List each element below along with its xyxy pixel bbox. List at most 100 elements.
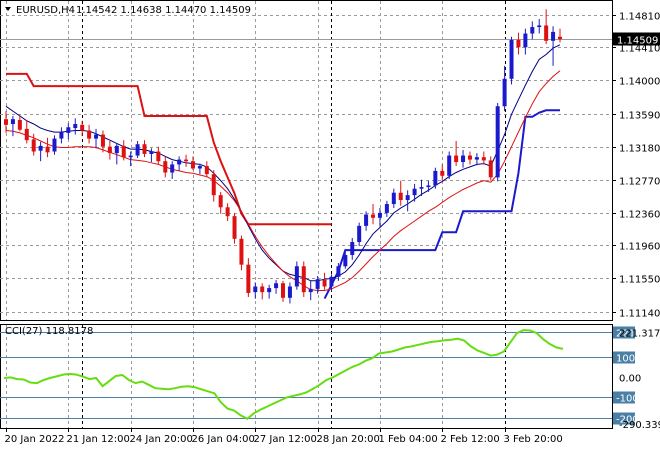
candle-body <box>218 195 223 208</box>
overlay-line-3 <box>5 70 561 291</box>
candle-body <box>253 286 258 293</box>
candle <box>149 148 154 163</box>
cci-series <box>3 329 564 420</box>
candle <box>440 164 445 181</box>
candle-body <box>433 170 438 186</box>
indicator-overlays <box>5 44 561 300</box>
candle <box>461 149 466 168</box>
candle <box>371 204 376 225</box>
candle-body <box>350 242 355 255</box>
symbol-timeframe-label: EURUSD,H4 <box>16 5 75 16</box>
cci-level-badge <box>613 412 635 425</box>
candle <box>253 282 258 299</box>
candle <box>308 280 313 301</box>
candle <box>260 283 265 300</box>
current-price-label: 1.14509 <box>617 36 658 47</box>
candle <box>246 258 251 297</box>
candle <box>558 28 562 43</box>
candle <box>544 9 549 45</box>
candle <box>204 161 209 178</box>
candle-body <box>405 195 410 201</box>
cci-level-badge <box>613 326 635 339</box>
candle-body <box>128 155 133 158</box>
price-tick-label: 1.11550 <box>619 275 660 286</box>
candle-body <box>59 132 64 139</box>
grid-layer <box>0 1 612 428</box>
time-tick-label: 1 Feb 04:00 <box>379 434 438 445</box>
candle <box>156 146 161 165</box>
candle <box>80 120 85 137</box>
candle <box>474 153 479 166</box>
candle-body <box>4 119 8 125</box>
candle-body <box>80 124 85 131</box>
candle <box>301 261 306 297</box>
candle <box>412 183 417 202</box>
candle <box>170 161 175 179</box>
candle <box>45 137 50 158</box>
candle-body <box>232 216 237 239</box>
candle <box>523 28 528 55</box>
candle-body <box>149 151 154 154</box>
candle <box>24 119 29 144</box>
candle <box>274 280 279 294</box>
candle <box>405 190 410 212</box>
cci-level-badge <box>613 351 635 364</box>
axes: 1.14810 1.14410 1.14000 1.13590 1.13180 1.127… <box>5 12 660 446</box>
price-tick-label: 1.14410 <box>619 44 660 55</box>
price-tick-label: 1.12770 <box>619 177 660 188</box>
candle-body <box>94 134 99 139</box>
candle-body <box>391 192 396 205</box>
candle-body <box>24 128 29 141</box>
candle-body <box>274 283 279 289</box>
cci-tick-label: 0.00 <box>619 374 641 385</box>
candle <box>267 284 272 299</box>
candle <box>294 261 299 290</box>
candle <box>364 211 369 231</box>
candle-body <box>87 130 92 139</box>
candle-body <box>31 139 36 152</box>
candle-body <box>38 145 43 151</box>
candle-body <box>357 225 362 243</box>
candle-body <box>10 119 15 125</box>
cci-plot-frame <box>0 324 613 429</box>
time-tick-label: 27 Jan 12:00 <box>254 434 317 445</box>
candle-body <box>537 25 542 28</box>
candle-body <box>121 145 126 158</box>
cci-level-badge <box>613 391 635 404</box>
time-tick-label: 2 Feb 12:00 <box>441 434 500 445</box>
candle <box>31 133 36 156</box>
candle-body <box>530 27 535 34</box>
candle-body <box>52 138 57 152</box>
candle-body <box>45 146 50 153</box>
candle <box>398 180 403 206</box>
price-tick-label: 1.13590 <box>619 111 660 122</box>
candle <box>128 151 133 167</box>
candle-body <box>246 264 251 293</box>
candle <box>454 141 459 167</box>
candle <box>10 115 15 137</box>
cci-tick-label: -290.339 <box>619 420 660 431</box>
candle <box>94 128 99 149</box>
candle-body <box>225 207 230 217</box>
cci-level-label: 221 <box>616 329 635 340</box>
candle <box>121 140 126 161</box>
candle <box>287 282 292 304</box>
candle-body <box>454 155 459 163</box>
candle-body <box>329 276 334 287</box>
cci-level-label: -200 <box>616 415 639 426</box>
candle-body <box>467 155 472 160</box>
time-tick-label: 28 Jan 20:00 <box>317 434 380 445</box>
candle-body <box>170 164 175 173</box>
candle-body <box>204 166 209 175</box>
candle <box>184 154 189 167</box>
candle <box>336 263 341 281</box>
candle <box>426 180 431 192</box>
candle <box>384 200 389 217</box>
candle-body <box>260 286 265 293</box>
collapse-triangle-icon[interactable] <box>5 7 11 11</box>
candle <box>100 130 105 153</box>
cci-level-label: 100 <box>616 354 635 365</box>
candle <box>66 123 71 140</box>
current-price-badge: 1.14509 <box>613 32 660 47</box>
